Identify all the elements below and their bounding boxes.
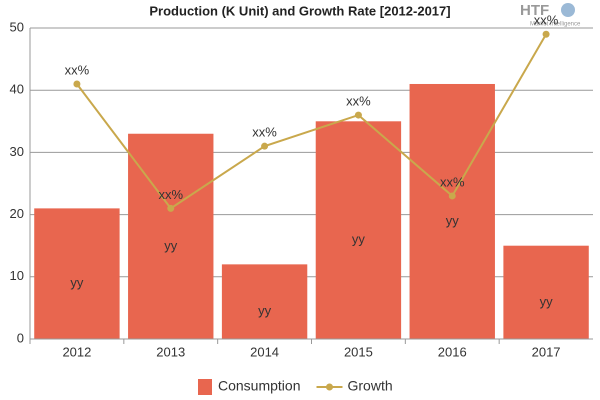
bar-label: yy [70,275,84,290]
x-tick-label: 2012 [62,344,91,359]
line-point [542,30,550,38]
line-point [448,192,456,200]
point-label: xx% [440,174,465,189]
y-tick-label: 50 [10,19,24,34]
bar [315,121,402,339]
y-tick-label: 0 [17,330,24,345]
logo-globe [561,3,575,17]
bar-label: yy [352,232,366,247]
bar-label: yy [258,303,272,318]
line-point [354,111,362,119]
legend-swatch-point [326,383,333,391]
chart-title: Production (K Unit) and Growth Rate [201… [149,3,450,18]
x-tick-label: 2017 [532,344,561,359]
point-label: xx% [534,13,559,28]
y-tick-label: 20 [10,206,24,221]
logo-mark: HTF [520,2,549,19]
bar [34,208,120,339]
x-tick-label: 2013 [156,344,185,359]
bar-label: yy [540,294,554,309]
line [76,33,547,210]
y-tick-label: 40 [10,82,24,97]
legend-swatch [198,379,212,395]
y-tick-label: 10 [10,268,24,283]
line-point [261,142,269,150]
x-tick-label: 2014 [250,344,279,359]
bar [503,245,589,339]
point-label: xx% [252,125,277,140]
bar [221,264,308,339]
legend-label: Consumption [218,378,301,394]
x-tick-label: 2016 [438,344,467,359]
point-label: xx% [158,187,183,202]
x-tick-label: 2015 [344,344,373,359]
point-label: xx% [346,94,371,109]
bar-label: yy [446,213,460,228]
bar [409,83,495,339]
point-label: xx% [65,62,90,77]
y-tick-label: 30 [10,144,24,159]
legend-label: Growth [348,378,393,394]
line-point [73,80,81,88]
bar [128,133,214,339]
line-point [167,204,175,212]
bar-label: yy [164,238,178,253]
logo-subtitle: Market Intelligence [530,22,581,28]
